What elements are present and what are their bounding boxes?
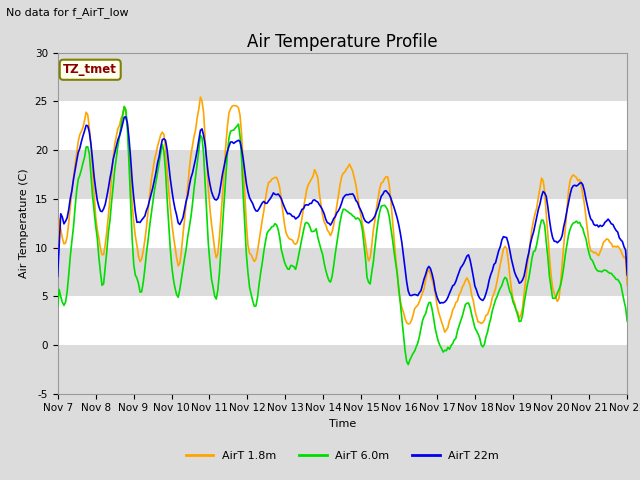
- Bar: [58, 53, 627, 101]
- Bar: [58, 150, 627, 199]
- Legend: AirT 1.8m, AirT 6.0m, AirT 22m: AirT 1.8m, AirT 6.0m, AirT 22m: [181, 447, 504, 466]
- Title: Air Temperature Profile: Air Temperature Profile: [247, 33, 438, 51]
- Bar: [58, 248, 627, 296]
- Text: No data for f_AirT_low: No data for f_AirT_low: [6, 7, 129, 18]
- Y-axis label: Air Temperature (C): Air Temperature (C): [19, 168, 29, 278]
- X-axis label: Time: Time: [329, 419, 356, 429]
- Text: TZ_tmet: TZ_tmet: [63, 63, 117, 76]
- Bar: [58, 345, 627, 394]
